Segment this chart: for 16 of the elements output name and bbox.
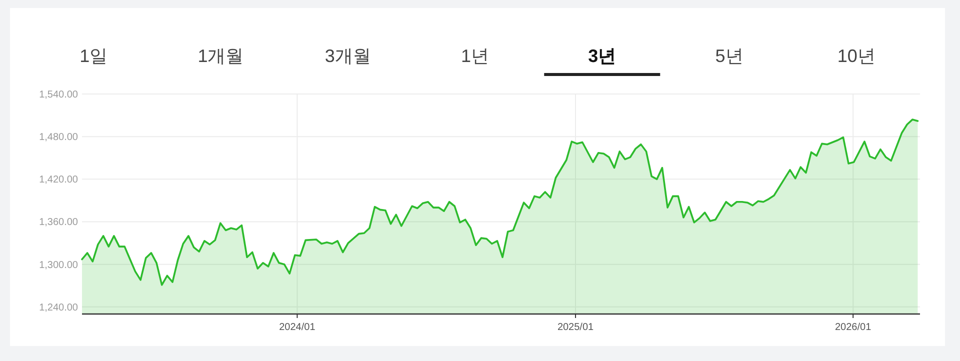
x-tick-label: 2025/01 — [557, 322, 594, 333]
text: 1일 — [80, 46, 108, 66]
x-tick-label: 2024/01 — [279, 322, 316, 333]
y-tick-label: 1,540.00 — [39, 90, 78, 100]
y-tick-label: 1,420.00 — [39, 174, 78, 186]
chart-title: 3년 — [588, 46, 616, 66]
text: 3개월 — [324, 46, 371, 66]
text: 1년 — [460, 46, 490, 66]
text: 10년 — [837, 46, 876, 66]
y-tick-label: 1,300.00 — [39, 260, 78, 271]
y-tick-label: 1,240.00 — [39, 302, 78, 314]
text: 5년 — [715, 46, 744, 66]
x-tick-label: 2026/01 — [835, 322, 872, 333]
text: 1개월 — [198, 46, 244, 66]
y-tick-label: 1,360.00 — [39, 217, 78, 228]
y-tick-label: 1,480.00 — [39, 132, 78, 144]
